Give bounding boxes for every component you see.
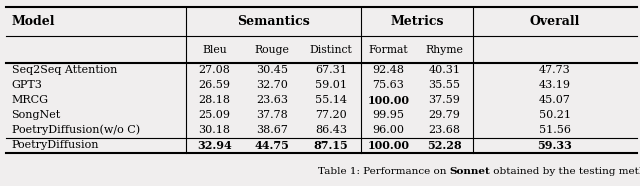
Text: Table 1: Performance on Sonnet obtained by the testing methods, best results are: Table 1: Performance on Sonnet obtained …	[84, 167, 556, 176]
Text: Table 1: Performance on: Table 1: Performance on	[318, 167, 450, 176]
Text: 75.63: 75.63	[372, 80, 404, 90]
Text: 40.31: 40.31	[429, 65, 461, 75]
Text: 77.20: 77.20	[315, 110, 347, 120]
Text: 38.67: 38.67	[256, 125, 288, 135]
Text: 87.15: 87.15	[314, 140, 348, 150]
Text: 44.75: 44.75	[255, 140, 289, 150]
Text: 50.21: 50.21	[539, 110, 571, 120]
Text: 32.94: 32.94	[197, 140, 232, 150]
Text: MRCG: MRCG	[12, 95, 49, 105]
Text: 27.08: 27.08	[198, 65, 230, 75]
Text: 52.28: 52.28	[428, 140, 462, 150]
Text: 100.00: 100.00	[367, 94, 410, 105]
Text: 67.31: 67.31	[315, 65, 347, 75]
Text: Model: Model	[12, 15, 55, 28]
Text: 29.79: 29.79	[429, 110, 460, 120]
Text: Distinct: Distinct	[310, 44, 353, 54]
Text: 59.01: 59.01	[315, 80, 347, 90]
Text: 43.19: 43.19	[539, 80, 571, 90]
Text: 59.33: 59.33	[538, 140, 572, 150]
Text: 37.78: 37.78	[256, 110, 288, 120]
Text: 35.55: 35.55	[429, 80, 461, 90]
Text: Rhyme: Rhyme	[426, 44, 463, 54]
Text: Semantics: Semantics	[237, 15, 310, 28]
Text: 30.45: 30.45	[256, 65, 288, 75]
Text: 96.00: 96.00	[372, 125, 404, 135]
Text: Seq2Seq Attention: Seq2Seq Attention	[12, 65, 117, 75]
Text: 23.68: 23.68	[429, 125, 461, 135]
Text: Sonnet: Sonnet	[450, 167, 490, 176]
Text: Format: Format	[369, 44, 408, 54]
Text: Rouge: Rouge	[255, 44, 289, 54]
Text: 30.18: 30.18	[198, 125, 230, 135]
Text: 25.09: 25.09	[198, 110, 230, 120]
Text: 37.59: 37.59	[429, 95, 460, 105]
Text: 100.00: 100.00	[367, 140, 410, 150]
Text: 55.14: 55.14	[315, 95, 347, 105]
Text: 23.63: 23.63	[256, 95, 288, 105]
Text: 45.07: 45.07	[539, 95, 571, 105]
Text: PoetryDiffusion(w/o C): PoetryDiffusion(w/o C)	[12, 125, 140, 135]
Text: 92.48: 92.48	[372, 65, 404, 75]
Text: Bleu: Bleu	[202, 44, 227, 54]
Text: 51.56: 51.56	[539, 125, 571, 135]
Text: 28.18: 28.18	[198, 95, 230, 105]
Text: 32.70: 32.70	[256, 80, 288, 90]
Text: obtained by the testing methods, best results are in: obtained by the testing methods, best re…	[490, 167, 640, 176]
Text: 86.43: 86.43	[315, 125, 347, 135]
Text: PoetryDiffusion: PoetryDiffusion	[12, 140, 99, 150]
Text: 99.95: 99.95	[372, 110, 404, 120]
Text: Metrics: Metrics	[390, 15, 444, 28]
Text: Overall: Overall	[530, 15, 580, 28]
Text: SongNet: SongNet	[12, 110, 61, 120]
Text: GPT3: GPT3	[12, 80, 42, 90]
Text: 47.73: 47.73	[539, 65, 571, 75]
Text: 26.59: 26.59	[198, 80, 230, 90]
